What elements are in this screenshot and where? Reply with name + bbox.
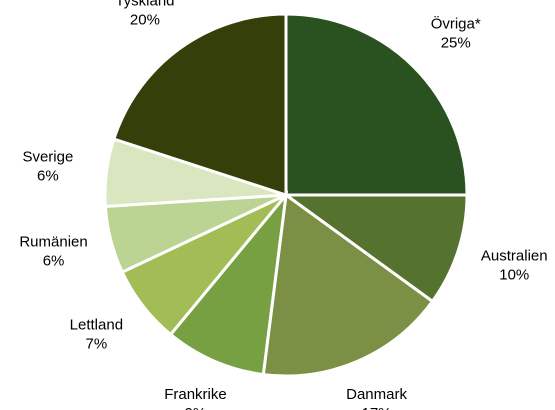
pie-slice [168,190,289,377]
slice-label: Rumänien [19,234,87,251]
slice-label: Danmark [346,386,407,403]
slice-value: 17% [362,405,392,410]
slice-label: Lettland [70,317,123,334]
slice-label: Tyskland [115,0,174,10]
slice-label: Sverige [22,148,73,165]
slice-value: 10% [499,266,529,283]
slice-value: 6% [43,253,65,270]
slice-label: Australien [481,247,548,264]
slice-value: 6% [37,167,59,184]
pie-slice [111,12,288,198]
slice-label: Frankrike [164,386,227,403]
pie-slice [261,192,435,378]
slice-value: 25% [441,35,471,52]
slice-value: 9% [185,405,207,410]
slice-value: 20% [130,12,160,29]
slice-value: 7% [86,336,108,353]
pie-slice [284,12,469,197]
slice-label: Övriga* [431,15,481,33]
pie-slice [281,193,469,304]
